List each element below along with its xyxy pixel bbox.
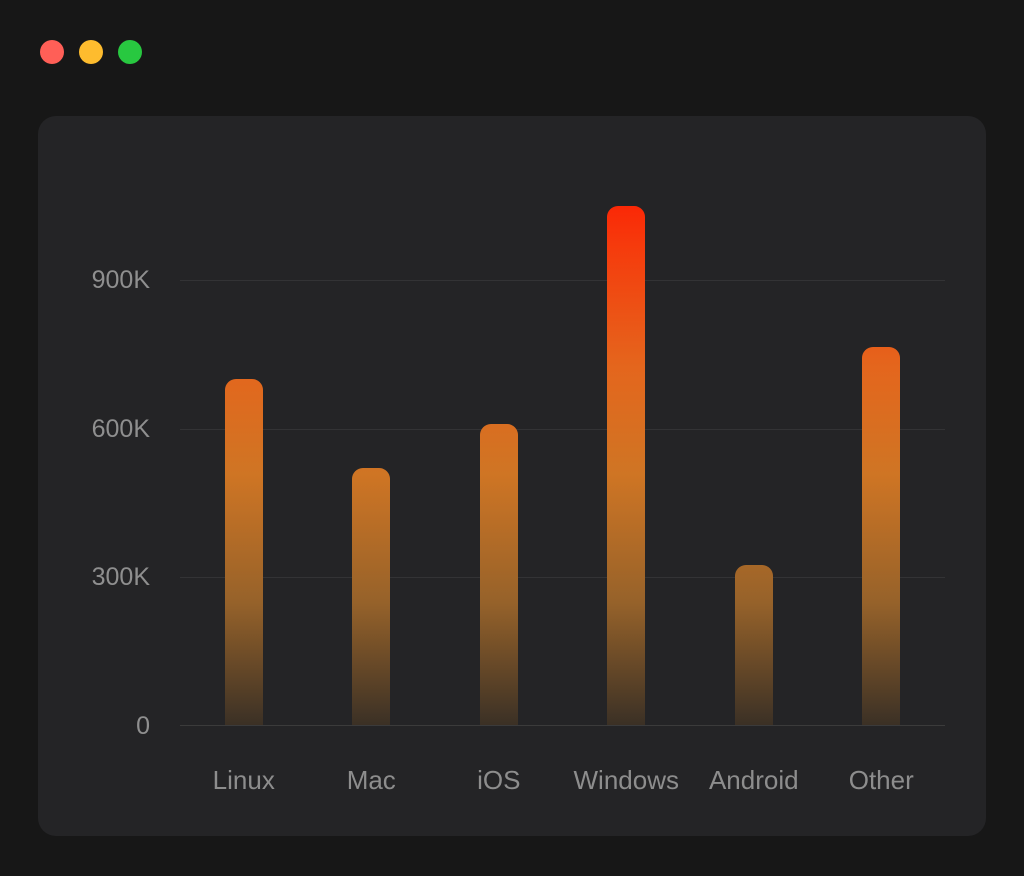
minimize-button[interactable]: [79, 40, 103, 64]
gridline: [180, 428, 945, 430]
bar-other: [862, 347, 901, 726]
y-tick-label: 900K: [91, 265, 150, 294]
x-tick-label-mac: Mac: [346, 765, 396, 795]
x-tick-label-other: Other: [848, 765, 914, 795]
bar-ios: [479, 424, 518, 726]
chart-panel: 0 300K 600K 900K Linux Mac iOS Windows Android O…: [38, 116, 986, 836]
y-tick-label: 300K: [91, 563, 150, 592]
x-axis-line: [180, 725, 945, 726]
x-tick-label-linux: Linux: [212, 765, 275, 795]
bar-windows: [607, 206, 646, 726]
close-button[interactable]: [40, 40, 64, 64]
y-tick-label: 600K: [91, 414, 150, 443]
bar-linux: [224, 379, 263, 726]
gridline: [180, 577, 945, 579]
y-tick-label: 0: [136, 712, 150, 740]
gridline: [180, 279, 945, 281]
x-tick-label-android: Android: [708, 765, 799, 795]
window-controls: [40, 40, 142, 64]
x-tick-label-windows: Windows: [573, 765, 679, 795]
zoom-button[interactable]: [118, 40, 142, 64]
bar-android: [734, 565, 773, 726]
x-tick-label-ios: iOS: [477, 765, 521, 795]
bar-chart-plot-area: [180, 166, 945, 726]
bar-mac: [352, 468, 391, 726]
